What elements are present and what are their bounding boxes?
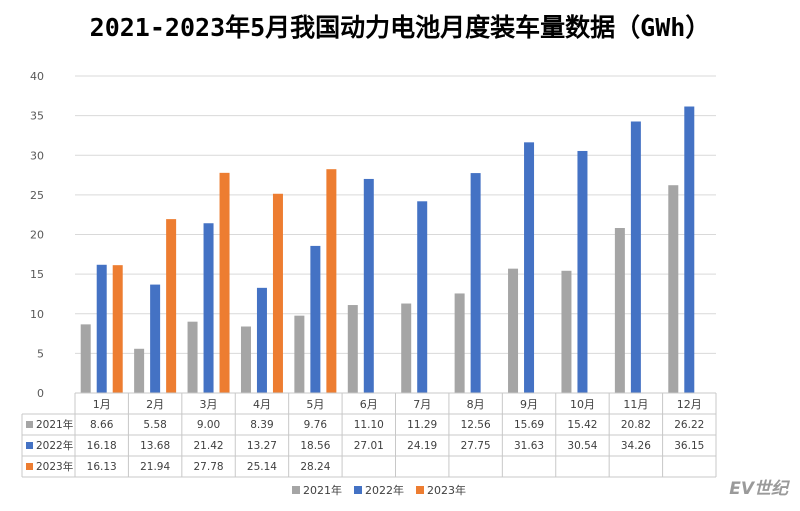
bar-2023年-5月 <box>326 169 337 393</box>
bar-2022年-10月 <box>577 150 588 393</box>
y-tick-label: 30 <box>30 149 44 162</box>
data-label: 28.24 <box>300 461 330 473</box>
data-label: 30.54 <box>567 440 597 452</box>
x-category-label: 3月 <box>200 398 218 411</box>
data-label: 27.78 <box>194 461 224 473</box>
data-label: 13.68 <box>140 440 170 452</box>
bar-2021年-1月 <box>80 324 91 393</box>
data-label: 20.82 <box>621 419 651 431</box>
bar-2021年-5月 <box>294 315 305 393</box>
data-label: 15.42 <box>567 419 597 431</box>
data-label: 27.75 <box>461 440 491 452</box>
bar-2022年-5月 <box>310 245 321 393</box>
legend-key-2021年 <box>26 421 33 428</box>
legend-swatch-2023年 <box>416 486 424 494</box>
data-label: 15.69 <box>514 419 544 431</box>
data-label: 31.63 <box>514 440 544 452</box>
bar-2021年-12月 <box>668 185 679 393</box>
y-tick-label: 20 <box>30 229 44 242</box>
bar-2022年-1月 <box>96 264 107 393</box>
bar-2023年-3月 <box>219 172 230 393</box>
data-label: 8.66 <box>90 419 114 431</box>
legend-swatch-2022年 <box>354 486 362 494</box>
data-label: 5.58 <box>143 419 166 431</box>
bar-2021年-3月 <box>187 321 198 393</box>
bar-2022年-6月 <box>363 178 374 393</box>
bar-2021年-7月 <box>401 303 412 393</box>
legend-swatch-2021年 <box>292 486 300 494</box>
data-label: 11.10 <box>354 419 384 431</box>
data-label: 12.56 <box>461 419 491 431</box>
bar-2021年-6月 <box>347 305 358 393</box>
x-category-label: 8月 <box>467 398 485 411</box>
data-label: 8.39 <box>250 419 273 431</box>
y-tick-label: 10 <box>30 308 44 321</box>
x-category-label: 6月 <box>360 398 378 411</box>
bar-2022年-3月 <box>203 223 214 393</box>
bar-2022年-8月 <box>470 173 481 393</box>
table-series-name: 2022年 <box>36 439 73 452</box>
legend-key-2023年 <box>26 463 33 470</box>
x-category-label: 7月 <box>413 398 431 411</box>
data-label: 9.00 <box>197 419 220 431</box>
x-category-label: 12月 <box>677 398 702 411</box>
data-label: 11.29 <box>407 419 437 431</box>
data-label: 25.14 <box>247 461 277 473</box>
legend-label: 2022年 <box>365 483 404 497</box>
y-tick-label: 15 <box>30 268 44 281</box>
bar-2022年-4月 <box>256 287 267 393</box>
x-category-label: 2月 <box>146 398 164 411</box>
legend-label: 2023年 <box>427 483 466 497</box>
y-tick-label: 0 <box>37 387 44 400</box>
chart-title: 2021-2023年5月我国动力电池月度装车量数据（GWh） <box>89 13 711 42</box>
bar-2021年-8月 <box>454 293 465 393</box>
bar-2022年-2月 <box>150 284 161 393</box>
bar-2022年-7月 <box>417 201 428 393</box>
data-label: 34.26 <box>621 440 651 452</box>
bar-2022年-11月 <box>630 121 641 393</box>
table-series-name: 2021年 <box>36 418 73 431</box>
bar-2021年-2月 <box>134 348 145 393</box>
data-label: 16.13 <box>87 461 117 473</box>
x-category-label: 4月 <box>253 398 271 411</box>
table-series-name: 2023年 <box>36 460 73 473</box>
bar-2022年-9月 <box>524 142 535 393</box>
data-label: 18.56 <box>300 440 330 452</box>
bar-2021年-11月 <box>614 228 625 393</box>
bar-2023年-4月 <box>272 193 283 393</box>
bar-2021年-4月 <box>240 326 251 393</box>
bar-2023年-2月 <box>166 219 177 393</box>
y-tick-label: 40 <box>30 70 44 83</box>
data-label: 16.18 <box>87 440 117 452</box>
x-category-label: 9月 <box>520 398 538 411</box>
bar-2021年-9月 <box>508 268 519 393</box>
data-label: 21.94 <box>140 461 170 473</box>
legend-label: 2021年 <box>303 483 342 497</box>
bar-2022年-12月 <box>684 106 695 393</box>
data-label: 9.76 <box>304 419 328 431</box>
data-label: 24.19 <box>407 440 437 452</box>
legend-key-2022年 <box>26 442 33 449</box>
bar-2021年-10月 <box>561 270 572 393</box>
data-label: 13.27 <box>247 440 277 452</box>
data-label: 27.01 <box>354 440 384 452</box>
y-tick-label: 25 <box>30 189 44 202</box>
data-label: 26.22 <box>674 419 704 431</box>
data-label: 36.15 <box>674 440 704 452</box>
watermark-logo: EV世纪 <box>729 479 788 499</box>
x-category-label: 11月 <box>623 398 648 411</box>
y-tick-label: 5 <box>37 347 44 360</box>
x-category-label: 5月 <box>306 398 324 411</box>
data-label: 21.42 <box>194 440 224 452</box>
y-tick-label: 35 <box>30 110 44 123</box>
x-category-label: 10月 <box>570 398 595 411</box>
x-category-label: 1月 <box>93 398 111 411</box>
bar-2023年-1月 <box>112 265 123 393</box>
